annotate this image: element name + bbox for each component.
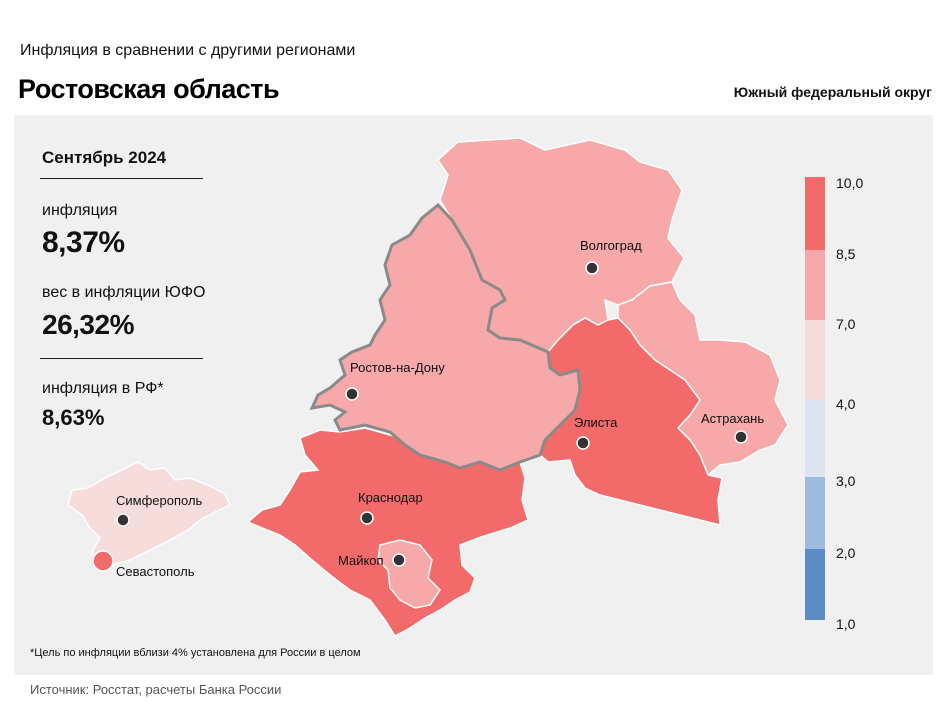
district-label: Южный федеральный округ: [733, 84, 932, 100]
city-marker-astrakhan: [734, 430, 748, 444]
source-note: Источник: Росстат, расчеты Банка России: [30, 682, 282, 697]
city-label-volgograd: Волгоград: [580, 238, 642, 253]
legend-swatch-4: [805, 477, 825, 549]
city-marker-volgograd: [585, 261, 599, 275]
legend-tick-label: 7,0: [836, 316, 856, 332]
legend-tick-label: 4,0: [836, 396, 856, 412]
divider-top: [40, 178, 203, 179]
city-marker-rostov: [345, 387, 359, 401]
legend-tick-label: 3,0: [836, 473, 856, 489]
city-label-astrakhan: Астрахань: [701, 411, 764, 426]
city-marker-elista: [576, 436, 590, 450]
city-label-simferopol: Симферополь: [116, 493, 203, 508]
city-label-elista: Элиста: [574, 415, 618, 430]
page-title: Ростовская область: [18, 74, 280, 104]
weight-value: 26,32%: [42, 309, 134, 340]
footnote: *Цель по инфляции вблизи 4% установлена …: [30, 647, 361, 659]
city-marker-sevastopol: [92, 550, 114, 572]
city-marker-krasnodar: [360, 511, 374, 525]
legend-swatch-3: [805, 400, 825, 477]
legend-swatch-1: [805, 250, 825, 320]
city-label-sevastopol: Севастополь: [116, 564, 195, 579]
inflation-label: инфляция: [42, 202, 118, 219]
weight-label: вес в инфляции ЮФО: [42, 284, 206, 301]
legend: 10,0 8,5 7,0 4,0 3,0 2,0 1,0: [805, 175, 863, 632]
inflation-value: 8,37%: [42, 226, 125, 259]
subtitle: Инфляция в сравнении с другими регионами: [20, 42, 356, 59]
rf-inflation-label: инфляция в РФ*: [42, 380, 164, 397]
city-marker-maykop: [392, 553, 406, 567]
region-crimea: [67, 461, 231, 566]
legend-tick-label: 1,0: [836, 616, 856, 632]
city-label-maykop: Майкоп: [338, 553, 384, 568]
rf-inflation-value: 8,63%: [42, 405, 105, 430]
city-label-krasnodar: Краснодар: [358, 490, 423, 505]
divider-bottom: [40, 358, 203, 359]
period-label: Сентябрь 2024: [42, 148, 167, 167]
legend-tick-label: 2,0: [836, 545, 856, 561]
legend-tick-label: 8,5: [836, 246, 856, 262]
city-marker-simferopol: [116, 513, 130, 527]
region-rostov: [309, 202, 582, 472]
legend-tick-label: 10,0: [836, 175, 863, 191]
city-label-rostov: Ростов-на-Дону: [350, 360, 445, 375]
legend-swatch-0: [805, 177, 825, 250]
legend-swatch-5: [805, 549, 825, 620]
legend-swatch-2: [805, 320, 825, 400]
